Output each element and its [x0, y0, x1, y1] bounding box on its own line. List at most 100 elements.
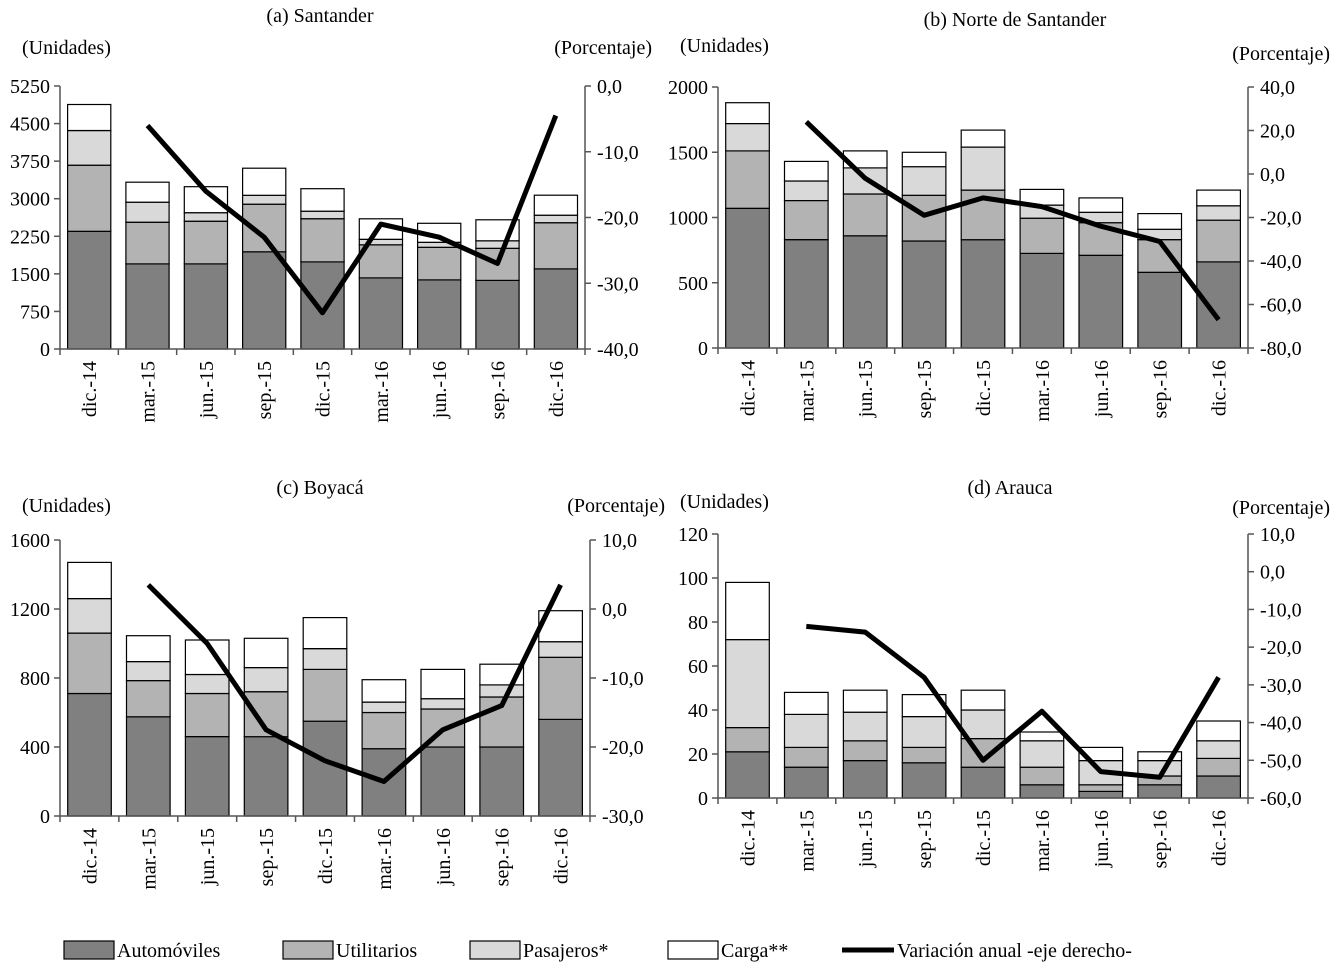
bar-automviles-sep.-16	[479, 746, 525, 817]
bar-automviles-mar.-15	[783, 766, 829, 799]
right-tick-label: -30,0	[597, 273, 639, 295]
right-tick-label: -50,0	[1260, 750, 1302, 772]
x-tick-label: dic.-14	[79, 361, 101, 417]
bar-automviles-mar.-16	[1019, 784, 1065, 799]
variation-line	[146, 583, 563, 784]
bar-pasajeros-jun.-15	[183, 212, 229, 222]
right-tick-label: -10,0	[597, 142, 639, 164]
x-tick-label: mar.-16	[1032, 360, 1054, 422]
left-tick-label: 0	[698, 338, 708, 360]
bar-automviles-dic.-16	[1196, 261, 1242, 349]
x-tick-label: mar.-16	[374, 828, 396, 890]
bar-automviles-dic.-14	[725, 751, 770, 799]
bar-automviles-mar.-15	[783, 239, 829, 349]
x-tick-label: jun.-15	[197, 828, 219, 886]
x-tick-label: dic.-16	[546, 361, 568, 417]
right-tick-label: -10,0	[602, 668, 644, 690]
bar-utilitarios-mar.-16	[1019, 766, 1065, 786]
left-tick-label: 400	[20, 737, 50, 759]
bar-pasajeros-dic.-15	[960, 709, 1006, 740]
bar-pasajeros-jun.-15	[184, 673, 230, 695]
right-tick-label: 0,0	[1260, 164, 1285, 186]
bar-pasajeros-sep.-16	[479, 684, 525, 698]
right-axis-unit: (Porcentaje)	[1232, 497, 1330, 519]
bar-utilitarios-dic.-16	[1196, 219, 1242, 263]
left-tick-label: 4500	[10, 114, 50, 136]
bar-utilitarios-jun.-15	[842, 193, 888, 237]
x-tick-label: sep.-16	[488, 361, 510, 419]
bar-automviles-jun.-16	[417, 279, 462, 350]
left-tick-label: 1200	[10, 599, 50, 621]
left-tick-label: 20	[688, 744, 708, 766]
x-tick-label: sep.-16	[492, 828, 514, 886]
bar-utilitarios-jun.-16	[1078, 784, 1124, 792]
bar-carga-dic.-14	[725, 581, 770, 641]
bar-automviles-jun.-15	[184, 735, 230, 817]
bar-automviles-mar.-15	[125, 716, 171, 817]
right-axis-unit: (Porcentaje)	[554, 37, 652, 59]
x-tick-label: sep.-16	[1150, 810, 1172, 868]
bar-carga-mar.-15	[125, 181, 170, 203]
x-tick-label: sep.-16	[1150, 360, 1172, 418]
left-tick-label: 100	[678, 568, 708, 590]
bar-pasajeros-sep.-15	[243, 666, 289, 693]
bar-automviles-jun.-15	[842, 759, 888, 799]
chart-title: (b) Norte de Santander	[924, 9, 1107, 31]
bar-automviles-sep.-15	[243, 735, 289, 817]
left-tick-label: 3750	[10, 151, 50, 173]
right-tick-label: 0,0	[602, 599, 627, 621]
x-tick-label: sep.-15	[256, 828, 278, 886]
bar-utilitarios-dic.-16	[538, 656, 583, 720]
bar-automviles-jun.-16	[1078, 254, 1124, 349]
left-tick-label: 120	[678, 524, 708, 546]
bar-utilitarios-mar.-16	[1019, 217, 1065, 254]
left-axis-unit: (Unidades)	[22, 37, 111, 59]
right-tick-label: -60,0	[1260, 788, 1302, 810]
bar-carga-mar.-16	[361, 679, 407, 703]
bar-utilitarios-dic.-15	[302, 668, 348, 722]
bar-pasajeros-dic.-15	[302, 648, 348, 671]
bar-pasajeros-dic.-16	[538, 641, 583, 658]
right-tick-label: -40,0	[597, 339, 639, 361]
left-tick-label: 500	[678, 273, 708, 295]
legend: Automóviles Utilitarios Pasajeros* Carga** V…	[63, 940, 1132, 962]
bar-automviles-dic.-14	[66, 230, 112, 350]
legend-item-2: Utilitarios	[282, 940, 417, 962]
chart-title: (d) Arauca	[968, 477, 1053, 499]
right-tick-label: 10,0	[1260, 524, 1295, 546]
bar-carga-jun.-16	[420, 668, 466, 700]
bar-pasajeros-mar.-15	[125, 201, 170, 223]
bar-carga-jun.-16	[1078, 197, 1124, 213]
variation-line	[804, 119, 1221, 322]
bar-carga-dic.-16	[1196, 189, 1242, 207]
x-tick-label: dic.-14	[79, 828, 101, 884]
bar-automviles-sep.-16	[1137, 271, 1183, 349]
bar-carga-dic.-15	[960, 689, 1006, 711]
bar-utilitarios-mar.-15	[783, 746, 829, 768]
bar-pasajeros-mar.-15	[783, 180, 829, 202]
right-tick-label: -20,0	[602, 737, 644, 759]
chart-title: (a) Santander	[266, 5, 374, 27]
legend-label: Carga**	[721, 940, 788, 962]
legend-label: Automóviles	[117, 940, 221, 962]
bar-pasajeros-mar.-16	[361, 701, 407, 714]
left-tick-label: 1600	[10, 530, 50, 552]
bar-utilitarios-dic.-14	[67, 632, 112, 695]
x-tick-label: mar.-16	[1032, 810, 1054, 872]
bar-utilitarios-dic.-16	[533, 222, 579, 270]
bar-carga-sep.-16	[1137, 213, 1183, 230]
x-tick-label: jun.-16	[433, 828, 455, 886]
bar-pasajeros-mar.-16	[1019, 740, 1065, 768]
right-tick-label: -20,0	[597, 208, 639, 230]
variation-line	[806, 623, 1221, 780]
legend-label: Variación anual -eje derecho-	[897, 940, 1132, 962]
right-tick-label: -40,0	[1260, 713, 1302, 735]
legend-item-3: Pasajeros*	[469, 940, 609, 962]
chart-panel-2: (b) Norte de Santander (Unidades) (Porcent…	[668, 9, 1330, 422]
x-tick-label: dic.-16	[1209, 360, 1231, 416]
right-axis-unit: (Porcentaje)	[1232, 43, 1330, 65]
bar-automviles-sep.-15	[901, 240, 947, 349]
left-tick-label: 2250	[10, 226, 50, 248]
bar-automviles-dic.-15	[960, 239, 1006, 349]
bar-carga-dic.-16	[1196, 720, 1242, 742]
